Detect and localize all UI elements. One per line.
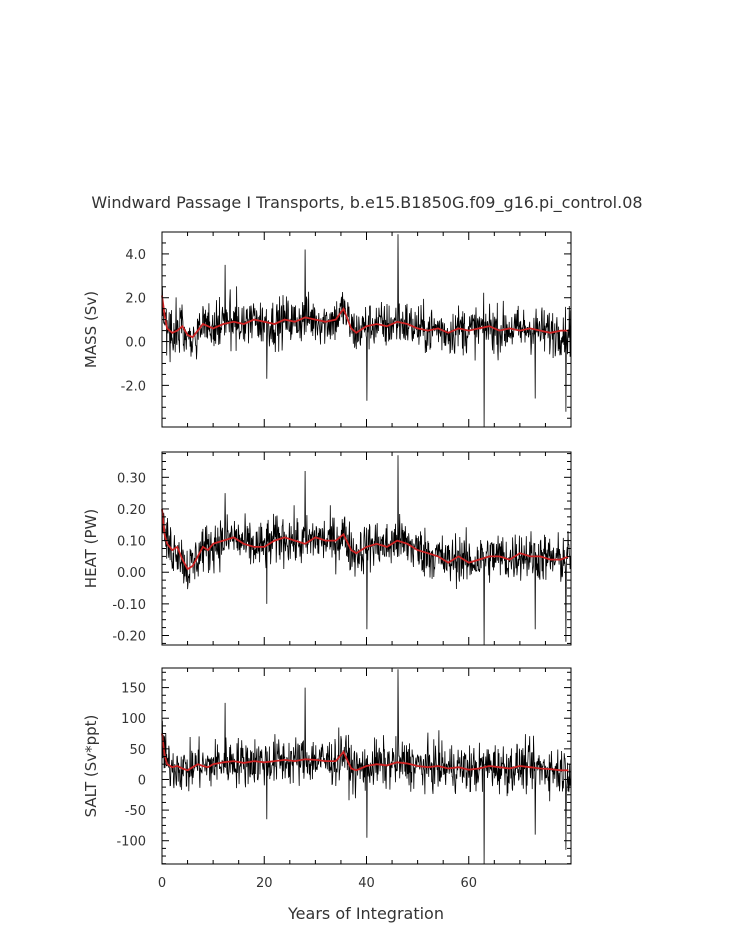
smoothed-series-line-salt bbox=[161, 733, 569, 772]
x-tick-label: 0 bbox=[158, 876, 166, 891]
x-tick-label: 60 bbox=[460, 876, 477, 891]
y-tick-label-salt: 100 bbox=[121, 712, 146, 727]
y-tick-label-heat: -0.10 bbox=[112, 598, 146, 613]
x-tick-label: 20 bbox=[256, 876, 273, 891]
y-tick-label-salt: -50 bbox=[125, 804, 146, 819]
x-axis-label: Years of Integration bbox=[287, 904, 444, 923]
x-tick-label: 40 bbox=[358, 876, 375, 891]
y-tick-label-heat: 0.00 bbox=[117, 566, 146, 581]
y-tick-label-mass: 0.0 bbox=[125, 336, 146, 351]
y-axis-label-mass: MASS (Sv) bbox=[82, 291, 100, 368]
y-axis-label-salt: SALT (Sv*ppt) bbox=[82, 715, 100, 818]
panel-mass: -2.0 0.0 2.0 4.0 MASS (Sv) bbox=[82, 231, 572, 428]
smoothed-series-line-mass bbox=[161, 295, 569, 339]
y-tick-label-heat: 0.30 bbox=[117, 471, 146, 486]
y-tick-label-salt: 150 bbox=[121, 682, 146, 697]
raw-series-line-mass bbox=[161, 234, 571, 428]
raw-series-line-salt bbox=[161, 669, 571, 865]
y-axis-label-heat: HEAT (PW) bbox=[82, 509, 100, 588]
y-tick-label-heat: 0.10 bbox=[117, 535, 146, 550]
y-tick-label-mass: -2.0 bbox=[121, 379, 146, 394]
y-tick-label-heat: 0.20 bbox=[117, 503, 146, 518]
y-tick-label-salt: 0 bbox=[138, 773, 146, 788]
y-tick-label-salt: -100 bbox=[116, 835, 146, 850]
y-tick-label-mass: 2.0 bbox=[125, 292, 146, 307]
smoothed-series-line-heat bbox=[161, 508, 569, 571]
y-tick-label-mass: 4.0 bbox=[125, 248, 146, 263]
panel-salt: -100 -50 0 50 100 150 0 20 40 60 SALT (Sv*ppt) bbox=[82, 667, 572, 891]
panel-heat: -0.20 -0.10 0.00 0.10 0.20 0.30 HEAT (PW) bbox=[82, 451, 572, 646]
y-tick-label-salt: 50 bbox=[129, 743, 146, 758]
figure-title: Windward Passage I Transports, b.e15.B18… bbox=[91, 193, 642, 213]
raw-series-line-heat bbox=[161, 455, 571, 646]
y-tick-label-heat: -0.20 bbox=[112, 630, 146, 645]
